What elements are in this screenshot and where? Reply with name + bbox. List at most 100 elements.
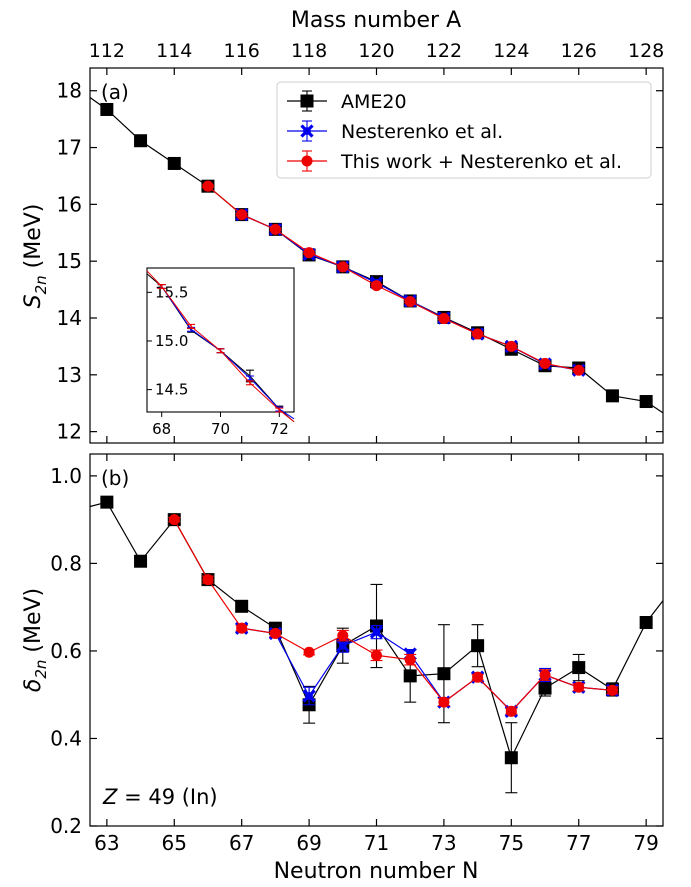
panel-b-series-group — [89, 495, 664, 794]
panel-b-this-work-nesterenko-et-al--line — [173, 519, 613, 713]
panel-b-this-work-nesterenko-et-al--point — [573, 681, 585, 693]
panel-b-nesterenko-et-al--line — [241, 627, 613, 713]
panel-a-this-work-nesterenko-et-al--line — [207, 185, 579, 371]
element-annotation: Z = 49 (In) — [102, 785, 218, 809]
panel-b-ylabel-symbol: δ — [21, 679, 46, 692]
panel-a-ytick-label: 17 — [57, 136, 82, 160]
panel-b-xtick-label: 79 — [633, 831, 658, 855]
panel-a-this-work-nesterenko-et-al--point — [472, 328, 484, 340]
panel-a-ylabel-symbol: S — [21, 294, 46, 308]
panel-a-ytick-label: 15 — [57, 249, 82, 273]
legend-nesterenko-et-al--point-core — [303, 127, 311, 135]
top-tick-group: 112 114 116 118 120 122 124 126 128 — [89, 40, 664, 75]
panel-b-this-work-nesterenko-et-al--point — [337, 630, 349, 642]
inset-series-group — [146, 270, 295, 423]
legend-this-work-nesterenko-et-al--point — [301, 155, 313, 167]
panel-b-ame20-point — [403, 669, 417, 683]
panel-a-this-work-nesterenko-et-al--point — [438, 313, 450, 325]
panel-a-ytick-group: 12 13 14 15 16 17 18 — [57, 79, 663, 444]
panel-a-this-work-nesterenko-et-al--point — [573, 364, 585, 376]
panel-b-this-work-nesterenko-et-al--point — [236, 622, 248, 634]
legend-ame20-point — [300, 94, 314, 108]
legend-nesterenko-et-al--label: Nesterenko et al. — [341, 121, 503, 143]
panel-a-this-work-nesterenko-et-al--point — [269, 223, 281, 235]
panel-b-ylabel-unit: (MeV) — [21, 588, 46, 653]
panel-a-this-work-nesterenko-et-al--point — [202, 180, 214, 192]
panel-b: (b) 0.2 0.4 0.6 0.8 1.0 63 65 67 69 71 73 75 77 79 δ… — [21, 453, 664, 855]
panel-a-ytick-label: 16 — [57, 192, 82, 216]
panel-b-this-work-nesterenko-et-al--point — [606, 684, 618, 696]
panel-b-this-work-nesterenko-et-al--point — [168, 514, 180, 526]
panel-b-nesterenko-et-al--point-core — [305, 692, 313, 700]
panel-a-ytick-label: 18 — [57, 79, 82, 103]
inset-plot: 68 70 72 14.5 15.0 15.5 — [146, 267, 295, 438]
panel-b-xtick-label: 77 — [566, 831, 591, 855]
panel-a-ame20-point — [639, 395, 653, 409]
panel-a-xtick-group — [106, 436, 647, 443]
panel-b-ytick-label: 0.6 — [50, 639, 82, 663]
panel-b-ytick-label: 0.4 — [50, 726, 82, 750]
top-tick-label: 118 — [291, 40, 327, 62]
panel-a-this-work-nesterenko-et-al--point — [337, 261, 349, 273]
panel-b-this-work-nesterenko-et-al--point — [539, 669, 551, 681]
panel-b-ylabel-subscript: 2n — [32, 660, 50, 679]
panel-a-ylabel-unit: (MeV) — [21, 204, 46, 269]
inset-ytick-label: 15.0 — [155, 332, 188, 350]
inset-tick-group: 68 70 72 14.5 15.0 15.5 — [147, 283, 289, 438]
panel-b-ame20-point — [471, 639, 485, 653]
panel-b-this-work-nesterenko-et-al--point — [438, 696, 450, 708]
panel-a-this-work-nesterenko-et-al--point — [539, 357, 551, 369]
panel-b-xtick-label: 65 — [162, 831, 187, 855]
panel-b-ame20-point — [538, 681, 552, 695]
panel-a-ytick-label: 13 — [57, 363, 82, 387]
panel-b-nesterenko-et-al--point-core — [338, 641, 347, 650]
panel-b-this-work-nesterenko-et-al--point — [202, 574, 214, 586]
inset-xtick-label: 70 — [211, 420, 230, 438]
panel-a-ame20-point — [167, 156, 181, 170]
panel-a-this-work-nesterenko-et-al--point — [505, 340, 517, 352]
panel-b-xtick-label: 71 — [364, 831, 389, 855]
panel-b-ame20-point — [572, 661, 586, 675]
top-tick-label: 122 — [426, 40, 462, 62]
panel-a-ame20-point — [100, 102, 114, 116]
panel-b-xtick-label: 75 — [499, 831, 524, 855]
panel-b-ytick-group: 0.2 0.4 0.6 0.8 1.0 — [50, 464, 663, 838]
panel-b-this-work-nesterenko-et-al--point — [303, 646, 315, 658]
inset-ytick-label: 14.5 — [155, 381, 188, 399]
top-tick-label: 128 — [628, 40, 664, 62]
panel-b-ame20-point — [235, 599, 249, 613]
top-tick-label: 120 — [358, 40, 394, 62]
panel-a: (a) 112 114 116 118 120 122 124 126 128 12 13 14 15… — [21, 40, 664, 444]
legend-box — [276, 81, 652, 179]
panel-b-ame20-point — [437, 667, 451, 681]
panel-b-ame20-point — [639, 615, 653, 629]
panel-b-ame20-point — [134, 554, 148, 568]
top-tick-label: 114 — [156, 40, 192, 62]
panel-a-series-group — [89, 97, 664, 414]
panel-b-ylabel: δ2n (MeV) — [21, 588, 50, 692]
panel-a-ylabel-subscript: 2n — [32, 275, 50, 294]
panel-b-ytick-label: 0.2 — [50, 814, 82, 838]
panel-b-xtick-label: 73 — [431, 831, 456, 855]
panel-a-ytick-label: 14 — [57, 306, 82, 330]
panel-a-ytick-label: 12 — [57, 420, 82, 444]
legend: AME20 Nesterenko et al. This work + Nester… — [276, 81, 652, 179]
panel-a-ame20-point — [134, 134, 148, 148]
panel-b-ylabel-unit-spacer — [21, 653, 46, 660]
panel-b-ytick-label: 1.0 — [50, 464, 82, 488]
panel-a-this-work-nesterenko-et-al--point — [370, 280, 383, 292]
panel-a-this-work-nesterenko-et-al--point — [303, 247, 315, 259]
panel-b-label: (b) — [101, 466, 129, 490]
panel-a-ame20-point — [605, 389, 619, 403]
top-tick-label: 116 — [224, 40, 260, 62]
inset-xtick-label: 72 — [270, 420, 289, 438]
panel-b-xtick-label: 63 — [94, 831, 119, 855]
top-tick-label: 112 — [89, 40, 125, 62]
panel-b-nesterenko-et-al--point-core — [372, 628, 381, 636]
panel-a-label: (a) — [101, 80, 129, 104]
panel-b-ytick-label: 0.8 — [50, 551, 82, 575]
panel-b-this-work-nesterenko-et-al--point — [404, 654, 416, 666]
panel-b-this-work-nesterenko-et-al--point — [370, 649, 383, 661]
top-tick-label: 124 — [493, 40, 529, 62]
